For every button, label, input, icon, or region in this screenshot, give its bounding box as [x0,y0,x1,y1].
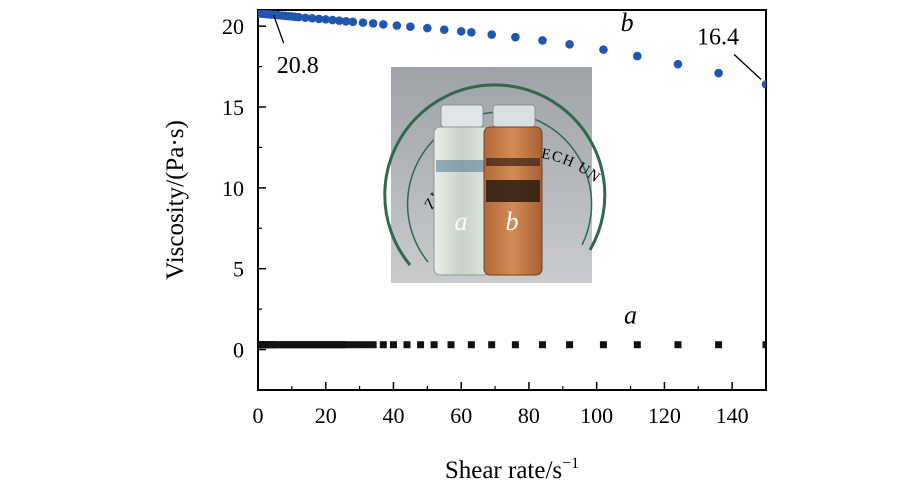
series-b-point [301,13,310,23]
x-tick-label: 60 [450,403,472,428]
x-tick-label: 20 [315,403,337,428]
series-a [258,341,766,349]
annotation-16-4: 16.4 [697,24,739,50]
series-b-point [538,36,547,45]
series-b-point [379,20,388,29]
series-a-point [762,341,766,349]
series-a-point [389,341,397,349]
series-a-point [599,341,607,349]
series-b-point [368,19,378,28]
series-a-point [538,341,546,349]
series-a-point [633,341,641,349]
series-a-point [369,341,377,349]
series-a-point [447,341,455,349]
series-b-point [423,23,432,33]
series-b-point [321,15,331,24]
series-b-point [565,39,574,49]
series-a-point [715,341,723,349]
y-axis-title: Viscosity/(Pa·s) [162,120,189,280]
x-tick-label: 0 [253,403,264,428]
x-tick-label: 140 [716,403,749,428]
y-tick-label: 10 [222,176,244,201]
vial-a-band [436,160,488,172]
vial-a [433,126,491,276]
series-a-point [403,341,411,349]
series-label-b: b [621,8,634,37]
series-a-point [417,341,425,349]
plot-frame [257,9,767,391]
vial-b-band [486,180,540,202]
annotations: 20.8 16.4 [273,15,762,80]
series-b-point [599,45,608,54]
series-a-point [349,341,357,349]
series-label-a: a [624,301,637,330]
series-b-point [392,21,402,30]
series-b-point [511,32,520,42]
y-tick-label: 0 [233,338,244,363]
series-b-point [348,17,358,27]
series-a-point [674,341,682,349]
series-b-point [314,14,324,24]
series-a-point [362,341,370,349]
series-b-point [406,22,415,31]
series-b-point [307,13,317,23]
vial-a-cap [440,104,484,128]
x-axis-title-exponent: −1 [562,455,579,472]
series-b-point [328,15,337,25]
series-b-point [714,68,723,78]
inset-photo: ZHEJIANG SCI-TECH UNIVERSITY a b [0,0,607,283]
series-a-point [566,341,574,349]
series-a-point [511,341,519,349]
series-b-point [358,18,368,27]
series-b-point [633,51,642,61]
series-b-point [673,59,683,69]
seal-ring-inner [406,111,593,263]
series-b [258,10,766,89]
y-tick-label: 15 [222,95,244,120]
y-tick-label: 5 [233,257,244,282]
axis-ticks [257,25,733,390]
series-a-point [430,341,438,349]
y-tick-label: 20 [222,14,244,39]
vial-b-band-top [486,158,540,166]
annotation-leader-16-4 [733,53,762,80]
x-axis-title-text: Shear rate/s [445,457,562,484]
x-tick-label: 100 [580,403,613,428]
series-b-point [467,28,476,37]
series-b-point [487,30,496,39]
x-tick-label: 40 [382,403,404,428]
series-b-point [334,16,344,25]
series-a-point [342,341,350,349]
annotation-20-8: 20.8 [277,53,319,79]
x-tick-label: 80 [518,403,540,428]
series-b-point [761,80,766,89]
vial-b-cap [492,104,536,128]
axis-tick-labels: 0 20 40 60 80 100 120 140 0 5 10 15 20 [222,14,749,428]
series-b-point [439,25,449,35]
series-a-point [379,341,387,349]
annotation-leader-20-8 [273,15,285,44]
x-axis-title: Shear rate/s−1 [445,455,579,484]
x-tick-label: 120 [648,403,681,428]
series-b-point [341,17,351,26]
series-a-point [488,341,496,349]
vial-label-b: b [506,207,519,236]
seal-ring [383,83,607,266]
series-b-point [456,27,466,36]
vial-label-a: a [455,207,468,236]
series-a-point [356,341,364,349]
series-b-point [294,12,303,22]
series-a-point [467,341,475,349]
